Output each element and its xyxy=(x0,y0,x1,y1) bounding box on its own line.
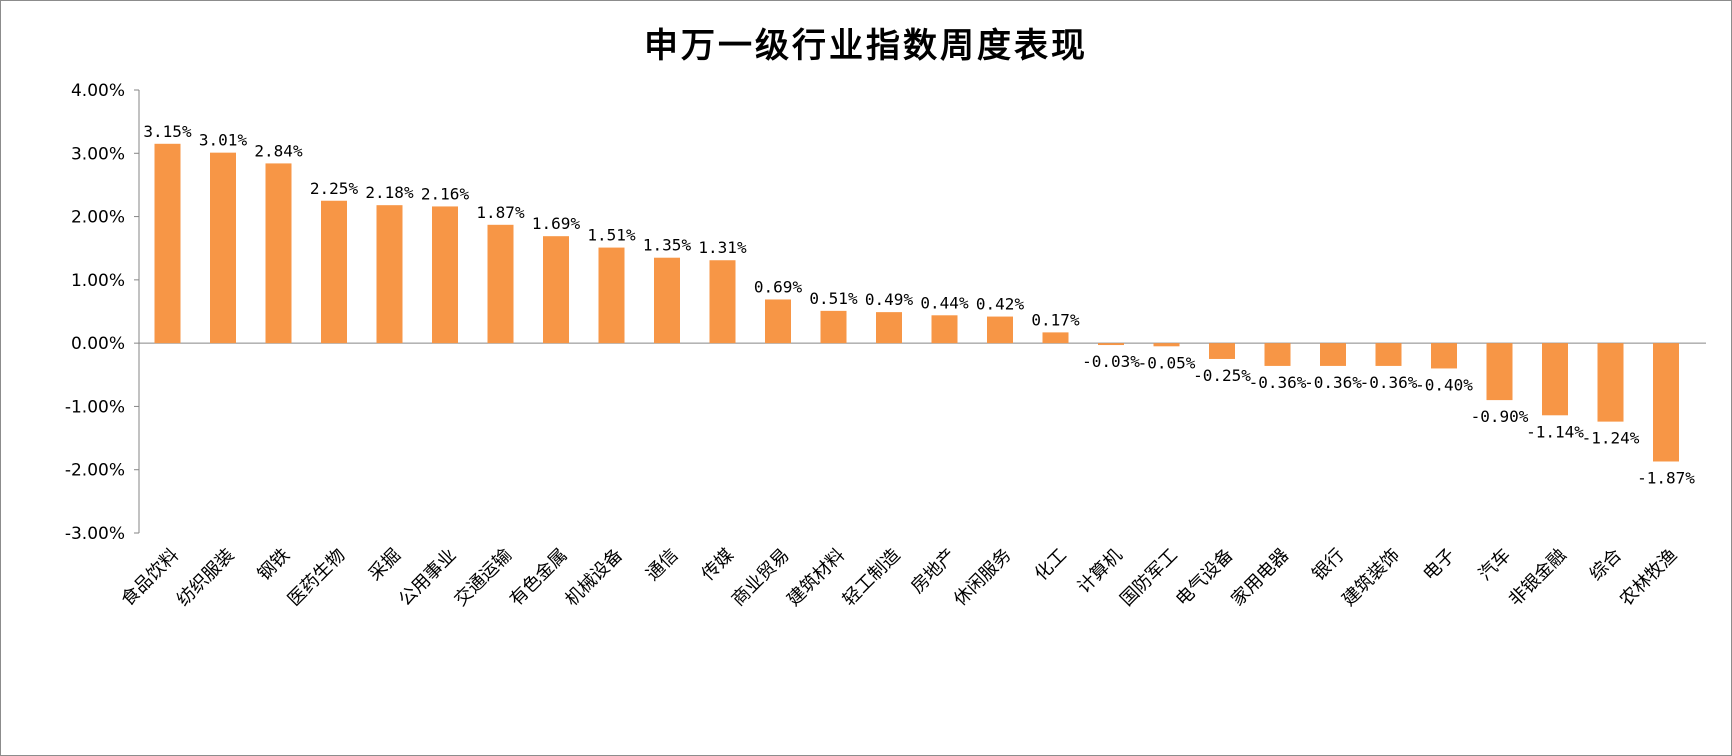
bar xyxy=(1375,343,1402,366)
bar xyxy=(598,247,625,344)
category-label: 轻工制造 xyxy=(839,545,905,611)
bar xyxy=(1264,343,1291,366)
bar xyxy=(654,257,680,344)
data-label: 2.16% xyxy=(421,184,470,203)
y-tick-label: 0.00% xyxy=(71,334,125,354)
category-label: 建筑装饰 xyxy=(1338,545,1404,611)
y-tick-label: 3.00% xyxy=(71,144,125,164)
chart-title: 申万一级行业指数周度表现 xyxy=(644,26,1088,66)
bar xyxy=(931,315,958,344)
data-label: 3.01% xyxy=(199,131,248,150)
bar xyxy=(765,299,791,344)
data-label: -0.36% xyxy=(1249,373,1307,392)
category-label: 钢铁 xyxy=(254,545,294,585)
category-label: 交通运输 xyxy=(450,545,516,611)
bar xyxy=(210,152,236,344)
category-label: 休闲服务 xyxy=(950,545,1016,611)
bar xyxy=(154,143,181,344)
category-label: 国防军工 xyxy=(1116,545,1182,611)
y-tick-label: 1.00% xyxy=(71,271,125,291)
data-label: 2.18% xyxy=(365,183,414,202)
bar xyxy=(1153,343,1180,347)
bar xyxy=(543,236,569,344)
bar xyxy=(1042,332,1069,344)
data-label: -0.36% xyxy=(1304,373,1362,392)
category-label: 非银金融 xyxy=(1505,545,1571,611)
data-label: -0.36% xyxy=(1360,373,1418,392)
data-label: 0.17% xyxy=(1031,310,1080,329)
bar xyxy=(432,206,458,344)
category-label: 农林牧渔 xyxy=(1616,545,1682,611)
bar xyxy=(487,224,514,344)
data-label: -1.24% xyxy=(1582,429,1640,448)
data-label: -1.87% xyxy=(1637,468,1695,487)
category-label: 银行 xyxy=(1308,545,1348,585)
bar xyxy=(987,316,1013,344)
category-label: 纺织服装 xyxy=(173,545,239,611)
category-label: 房地产 xyxy=(907,545,960,598)
bar xyxy=(709,260,736,344)
category-label: 采掘 xyxy=(365,545,405,585)
data-label: 0.44% xyxy=(920,293,969,312)
category-label: 电气设备 xyxy=(1172,545,1238,611)
data-label: 1.35% xyxy=(643,236,692,255)
data-label: -0.40% xyxy=(1415,375,1473,394)
data-label: 0.42% xyxy=(976,295,1025,314)
bar xyxy=(1597,343,1624,422)
data-label: 0.69% xyxy=(754,277,803,296)
category-label: 电子 xyxy=(1419,545,1459,585)
bar xyxy=(876,312,902,344)
bar xyxy=(1098,343,1124,346)
data-label: -0.05% xyxy=(1138,353,1196,372)
data-label: 2.25% xyxy=(310,179,359,198)
category-label: 公用事业 xyxy=(395,545,461,611)
bar xyxy=(376,205,403,344)
category-label: 综合 xyxy=(1586,545,1626,585)
data-label: 3.15% xyxy=(143,122,192,141)
category-label: 食品饮料 xyxy=(117,545,183,611)
data-label: -0.90% xyxy=(1471,407,1529,426)
bar xyxy=(1431,343,1457,369)
bar xyxy=(1542,343,1568,416)
category-label: 机械设备 xyxy=(561,545,627,611)
bar xyxy=(1209,343,1235,359)
data-label: 1.87% xyxy=(476,203,525,222)
data-label: 0.51% xyxy=(809,289,858,308)
category-label: 计算机 xyxy=(1074,545,1127,598)
bar xyxy=(1486,343,1513,401)
bar xyxy=(321,200,347,344)
data-label: 1.69% xyxy=(532,214,581,233)
y-tick-label: -2.00% xyxy=(65,461,125,481)
category-label: 商业贸易 xyxy=(728,545,794,611)
y-tick-label: -1.00% xyxy=(65,397,125,417)
category-label: 医药生物 xyxy=(284,545,350,611)
category-label: 通信 xyxy=(642,545,682,585)
y-tick-label: 4.00% xyxy=(71,81,125,101)
y-tick-label: 2.00% xyxy=(71,208,125,228)
bar xyxy=(1320,343,1346,366)
category-label: 有色金属 xyxy=(506,545,572,611)
bar xyxy=(265,163,292,344)
data-label: 1.51% xyxy=(587,226,636,245)
category-label: 化工 xyxy=(1031,545,1071,585)
category-label: 汽车 xyxy=(1475,545,1515,585)
bar xyxy=(820,310,847,344)
data-label: 2.84% xyxy=(254,141,303,160)
category-label: 传媒 xyxy=(698,545,738,585)
data-label: -0.25% xyxy=(1193,366,1251,385)
bar xyxy=(1653,343,1679,462)
data-label: -0.03% xyxy=(1082,352,1140,371)
category-label: 建筑材料 xyxy=(783,545,849,611)
y-tick-label: -3.00% xyxy=(65,524,125,544)
data-label: -1.14% xyxy=(1526,422,1584,441)
category-label: 家用电器 xyxy=(1227,545,1293,611)
data-label: 1.31% xyxy=(698,238,747,257)
data-label: 0.49% xyxy=(865,290,914,309)
